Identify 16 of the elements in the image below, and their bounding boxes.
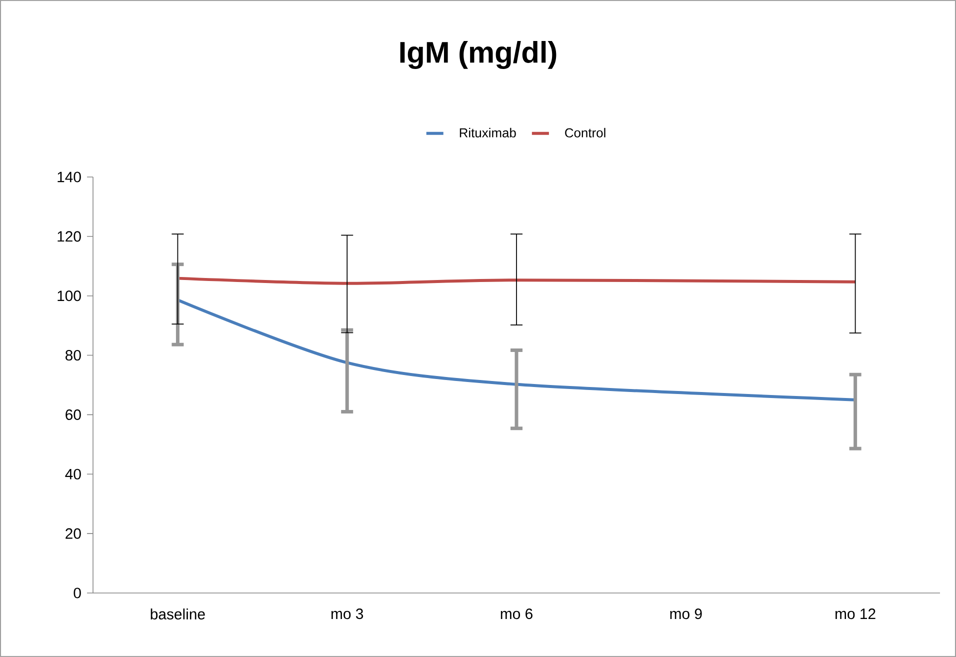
x-tick-label: mo 9: [670, 608, 702, 620]
legend-label: Rituximab: [460, 128, 516, 138]
y-tick-label: 60: [66, 409, 81, 420]
y-tick-label: 120: [58, 231, 81, 242]
x-tick-label: mo 12: [836, 608, 876, 620]
y-tick-label: 40: [65, 468, 81, 480]
y-tick-label: 140: [58, 172, 81, 182]
x-tick-label: mo 3: [331, 608, 364, 620]
legend-label: Control: [565, 128, 606, 138]
x-tick-label: baseline: [150, 608, 205, 620]
y-tick-label: 100: [58, 290, 81, 302]
y-tick-label: 80: [66, 350, 81, 361]
chart-title: IgM (mg/dl): [400, 40, 556, 69]
y-tick-label: 0: [74, 588, 81, 598]
y-tick-label: 20: [66, 528, 81, 539]
x-tick-label: mo 6: [500, 608, 532, 620]
